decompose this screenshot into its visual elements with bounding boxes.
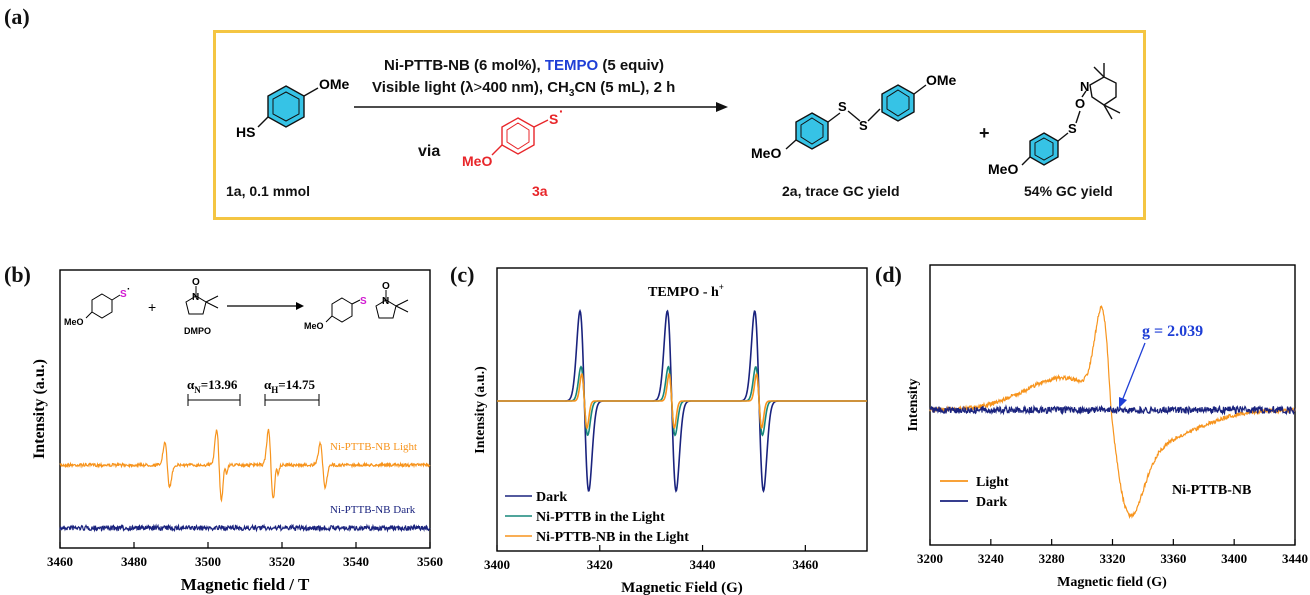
inset-dmpo-o: O (192, 277, 200, 288)
alpha-h-val: =14.75 (278, 377, 315, 392)
conditions-nm: 400 nm), CH (482, 79, 569, 96)
conditions-sub: 3 (568, 88, 575, 99)
panel-label-c: (c) (450, 262, 475, 287)
substrate-ome: OMe (319, 76, 350, 92)
reagent-equiv: (5 equiv) (598, 57, 665, 74)
alpha-h-label: αH=14.75 (264, 377, 315, 395)
reaction-arrow (354, 102, 728, 112)
substrate-molecule: OMe HS (236, 76, 350, 140)
chart-b-inset-scheme: S · MeO + N O DMPO S N O MeO (64, 277, 409, 336)
substrate-hs: HS (236, 124, 255, 140)
alpha-h-sub: H (271, 385, 278, 395)
product1-meo: MeO (751, 145, 781, 161)
product2-meo: MeO (988, 161, 1018, 177)
conditions-cn: CN (5 mL), 2 h (574, 79, 676, 96)
chart-b-x-tick-label: 3480 (121, 554, 147, 569)
product1-molecule: S S OMe MeO (751, 72, 957, 161)
substrate-label: 1a, 0.1 mmol (226, 183, 311, 199)
chart-b-x-tick-label: 3560 (417, 554, 443, 569)
reaction-scheme: Ni-PTTB-NB (6 mol%), TEMPO (5 equiv) Vis… (213, 30, 1146, 220)
intermediate-s: S (549, 111, 558, 127)
series-ni-pttb-nb-light (59, 428, 431, 503)
conditions-line: Visible light (λ>400 nm), CH3CN (5 mL), … (372, 79, 675, 99)
plus-sign: + (979, 123, 990, 143)
intermediate-meo: MeO (462, 153, 492, 169)
product2-s: S (1068, 121, 1077, 136)
intermediate-radical-dot: · (559, 103, 564, 119)
chart-b-xticks: 3460 3480 3500 3520 3540 3560 (47, 542, 443, 569)
inset-s-adduct: S (360, 296, 367, 307)
scheme-drawing: OMe HS S · MeO S S OMe MeO (236, 63, 1121, 177)
inset-dmpo-n: N (192, 292, 199, 303)
chart-b-x-tick-label: 3460 (47, 554, 73, 569)
inset-dmpo-label: DMPO (184, 326, 211, 336)
reagent-text: Ni-PTTB-NB (6 mol%), (384, 57, 545, 74)
reagent-line: Ni-PTTB-NB (6 mol%), TEMPO (5 equiv) (384, 57, 664, 74)
panel-label-a: (a) (4, 4, 30, 29)
alpha-n-val: =13.96 (201, 377, 238, 392)
legend-b-light: Ni-PTTB-NB Light (330, 441, 417, 453)
tempo-label: TEMPO (544, 57, 599, 74)
conditions-text: Visible light (λ (372, 79, 474, 96)
panel-label-d: (d) (875, 262, 902, 287)
intermediate-label: 3a (532, 183, 548, 199)
chart-b-x-tick-label: 3500 (195, 554, 221, 569)
chart-b-ylabel: Intensity (a.u.) (31, 359, 48, 459)
inset-plus: + (148, 299, 156, 315)
inset-adduct-o: O (382, 281, 390, 292)
inset-meo-1: MeO (64, 317, 84, 327)
inset-s-radical: S (120, 289, 127, 300)
intermediate-molecule: S · MeO (462, 103, 564, 169)
legend-b-dark: Ni-PTTB-NB Dark (330, 504, 416, 516)
panel-label-b: (b) (4, 262, 31, 287)
product2-label: 54% GC yield (1024, 183, 1113, 199)
chart-b-x-tick-label: 3520 (269, 554, 295, 569)
product1-ome: OMe (926, 72, 957, 88)
chart-b-frame (59, 269, 431, 549)
chart-b-xlabel: Magnetic field / T (181, 575, 310, 594)
product1-s1: S (838, 99, 847, 114)
alpha-n-sub: N (194, 385, 201, 395)
conditions-gt: > (473, 79, 483, 96)
product2-molecule: S O N MeO (988, 63, 1121, 177)
product1-label: 2a, trace GC yield (782, 183, 900, 199)
series-ni-pttb-nb-dark (59, 523, 431, 533)
product1-s2: S (859, 118, 868, 133)
inset-meo-2: MeO (304, 321, 324, 331)
alpha-n-label: αN=13.96 (187, 377, 238, 395)
chart-b-hyperfine-markers: αN=13.96 αH=14.75 (187, 377, 320, 406)
product2-o: O (1075, 96, 1085, 111)
inset-adduct-n: N (382, 296, 389, 307)
inset-s-dot: · (127, 284, 130, 295)
product2-n: N (1080, 79, 1089, 94)
chart-b-x-tick-label: 3540 (343, 554, 369, 569)
via-label: via (418, 143, 441, 160)
